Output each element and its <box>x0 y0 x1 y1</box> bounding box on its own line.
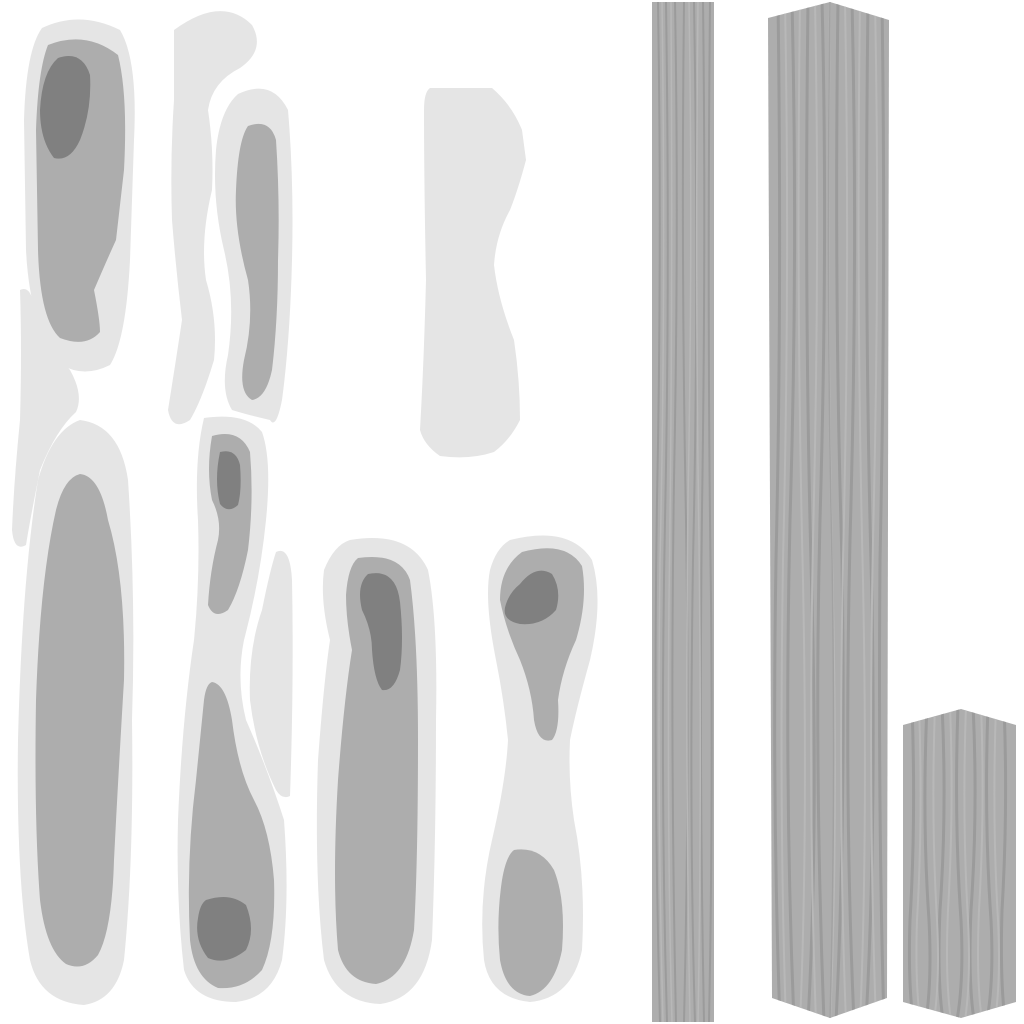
island-3-mid <box>235 123 279 400</box>
wood-strip-short <box>903 709 1016 1018</box>
island-6-core <box>360 573 402 691</box>
island-5-core-lower <box>197 896 251 961</box>
island-7-core <box>504 570 559 625</box>
knot-island-7 <box>482 535 598 1002</box>
wood-strip-narrow <box>652 2 714 1022</box>
knot-sliver-middle <box>249 550 293 798</box>
island-2-halo <box>168 11 257 425</box>
island-5-core-upper <box>217 451 241 510</box>
knot-island-1 <box>24 19 135 372</box>
knot-block-top <box>420 88 526 458</box>
island-1-core <box>40 56 91 159</box>
island-4-mid <box>35 474 125 967</box>
island-7-mid-lower <box>498 849 563 996</box>
knot-island-3 <box>215 88 293 423</box>
knot-island-2 <box>168 11 257 425</box>
knot-island-6 <box>316 538 437 1004</box>
wood-strip-tall <box>768 2 889 1018</box>
knot-island-5 <box>177 416 287 1003</box>
knot-island-4 <box>17 420 134 1005</box>
knot-sliver-left <box>12 289 79 547</box>
